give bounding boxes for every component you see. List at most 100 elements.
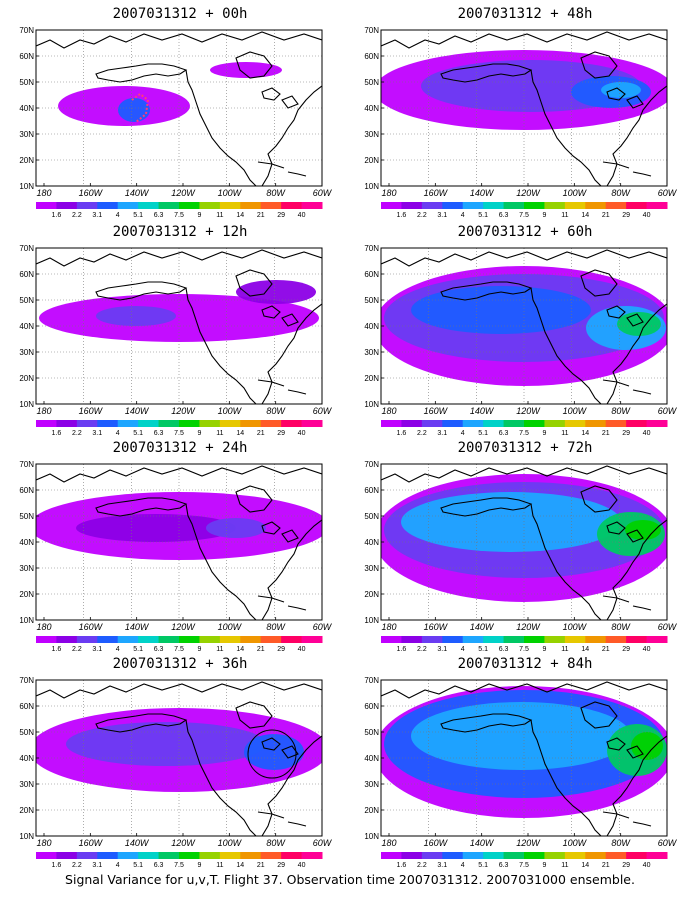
colorbar-swatch [158,420,180,427]
colorbar-label: 40 [643,862,651,868]
colorbar-swatch [401,420,423,427]
coastline [95,713,188,733]
y-tick-label: 20N [19,156,34,165]
panel-36h: 2007031312 + 36h 70N 60N 50N 40N 30N 20N 10N 18… [10,656,350,868]
colorbar-label: 3.1 [92,212,102,218]
x-tick-label: 140W [125,838,150,848]
y-tick-label: 20N [19,590,34,599]
panel-24h: 2007031312 + 24h 70N 60N 50N 40N 30N 20N 10N 18… [10,440,350,652]
colorbar-label: 14 [236,862,244,868]
y-tick-label: 50N [364,78,379,87]
x-tick-label: 140W [470,622,495,632]
y-tick-label: 10N [19,832,34,841]
colorbar-label: 4 [116,212,120,218]
colorbar-swatch [626,852,648,859]
colorbar-swatch [219,420,241,427]
colorbar-label: 29 [277,430,285,436]
colorbar-label: 1.6 [52,212,62,218]
y-tick-label: 20N [364,590,379,599]
colorbar-swatch [483,636,505,643]
coastline [95,281,188,301]
coastline [381,681,667,699]
colorbar-label: 2.2 [417,430,427,436]
x-tick-label: 160W [79,188,104,198]
colorbar-label: 2.2 [72,430,82,436]
colorbar-label: 11 [561,430,568,436]
colorbar-label: 1.6 [397,212,407,218]
colorbar-label: 29 [622,646,630,652]
colorbar-swatch [179,636,200,643]
x-tick-label: 100W [218,406,243,416]
x-tick-label: 160W [424,406,449,416]
variance-field [206,518,266,538]
colorbar: 1.6 2.2 3.1 4 5.1 6.3 7.5 9 11 14 21 29 40 [36,852,323,868]
colorbar-label: 5.1 [478,862,488,868]
colorbar-swatch [605,852,627,859]
colorbar-swatch [117,852,139,859]
colorbar-label: 6.3 [154,862,164,868]
colorbar-label: 9 [197,212,201,218]
colorbar-label: 7.5 [519,430,529,436]
y-tick-label: 20N [19,374,34,383]
coastline [530,287,667,404]
colorbar-swatch [442,852,464,859]
x-tick-label: 60W [658,622,678,632]
colorbar-label: 5.1 [133,862,143,868]
y-tick-label: 10N [19,616,34,625]
x-tick-label: 140W [470,838,495,848]
variance-field [631,732,663,760]
colorbar-swatch [56,636,78,643]
colorbar-label: 40 [643,646,651,652]
colorbar-label: 7.5 [174,646,184,652]
coastline [257,811,307,827]
colorbar-label: 21 [602,862,610,868]
colorbar-swatch [36,420,57,427]
variance-field [66,722,266,766]
y-tick-label: 40N [364,322,379,331]
y-tick-label: 60N [19,486,34,495]
coastline [36,465,322,483]
colorbar-label: 7.5 [174,430,184,436]
colorbar-swatch [381,852,402,859]
y-tick-label: 50N [364,512,379,521]
y-tick-label: 20N [19,806,34,815]
colorbar-swatch [401,636,423,643]
x-tick-label: 100W [218,838,243,848]
colorbar-swatch [36,636,57,643]
colorbar-swatch [462,852,484,859]
y-tick-label: 30N [19,348,34,357]
colorbar-label: 1.6 [397,646,407,652]
colorbar-label: 6.3 [499,212,509,218]
colorbar: 1.6 2.2 3.1 4 5.1 6.3 7.5 9 11 14 21 29 40 [36,420,323,436]
colorbar-label: 9 [197,646,201,652]
y-tick-label: 60N [364,52,379,61]
colorbar-swatch [97,420,119,427]
colorbar-label: 6.3 [499,430,509,436]
colorbar-label: 3.1 [437,212,447,218]
coastline [440,63,533,83]
colorbar-label: 7.5 [519,212,529,218]
y-tick-label: 30N [364,130,379,139]
colorbar-swatch [138,852,160,859]
y-tick-label: 60N [19,270,34,279]
colorbar: 1.6 2.2 3.1 4 5.1 6.3 7.5 9 11 14 21 29 40 [381,636,668,652]
colorbar-swatch [626,636,648,643]
coastline [95,497,188,517]
colorbar-swatch [646,852,668,859]
colorbar-label: 4 [116,862,120,868]
colorbar-swatch [381,636,402,643]
colorbar-swatch [301,852,323,859]
colorbar-label: 29 [622,862,630,868]
colorbar-swatch [199,852,221,859]
panel-60h: 2007031312 + 60h 70N 60N 50N 40N 30N 20N 10N 18… [355,224,695,436]
colorbar-swatch [138,636,160,643]
variance-field [244,734,304,770]
flight-track [131,92,150,123]
colorbar-label: 11 [216,212,223,218]
x-tick-label: 140W [470,406,495,416]
